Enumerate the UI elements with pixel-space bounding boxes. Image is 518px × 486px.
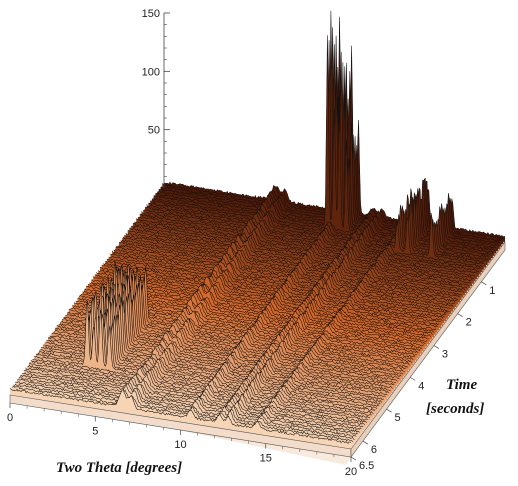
trace-line: [141, 211, 483, 268]
trace-line: [20, 374, 362, 430]
y-axis-tick: [386, 408, 392, 413]
trace-line: [130, 225, 473, 282]
trace-line: [28, 362, 371, 419]
x-axis-tick-label: 15: [260, 453, 272, 465]
trace-line: [110, 253, 452, 309]
trace-line: [103, 263, 445, 319]
y-axis-tick: [433, 345, 440, 349]
trace-line: [127, 229, 469, 287]
trace-line: [106, 258, 449, 315]
trace-line: [139, 213, 481, 270]
trace-line: [143, 209, 485, 265]
trace-line: [101, 264, 443, 321]
trace-line: [118, 241, 461, 297]
y-axis-tick: [481, 281, 487, 286]
y-axis-units: [seconds]: [426, 401, 484, 417]
x-axis-tick-label: 20: [345, 466, 357, 478]
trace-line: [15, 381, 357, 437]
y-axis-tick-label: 5: [395, 412, 401, 424]
trace-line: [27, 364, 369, 421]
y-axis-tick-label: 4: [418, 380, 424, 392]
trace-line: [120, 239, 462, 296]
z-axis-tick-label: 150: [142, 8, 160, 20]
trace-line: [122, 236, 464, 293]
trace-line: [11, 385, 353, 443]
trace-line: [25, 367, 367, 424]
trace-line: [117, 244, 459, 301]
y-axis-tick: [350, 456, 357, 461]
trace-line: [30, 360, 372, 416]
trace-line: [94, 274, 437, 331]
trace-line: [18, 376, 360, 433]
x-axis-tick-label: 10: [174, 439, 186, 451]
axes-group: 50 100 150 0 5 10 15 20 1 2 3 4 5 6 6.5: [7, 8, 506, 478]
y-axis-label: Time: [446, 377, 477, 393]
trace-line: [32, 358, 374, 415]
trace-line: [96, 272, 438, 328]
trace-line: [124, 235, 466, 291]
trace-line: [23, 369, 366, 426]
side-wall: [350, 241, 506, 458]
trace-line: [136, 218, 478, 274]
y-axis-tick: [457, 313, 463, 317]
trace-line: [105, 260, 447, 316]
z-axis-tick-label: 100: [142, 66, 160, 78]
y-axis-tick-label: 6.5: [359, 460, 374, 472]
trace-line: [113, 248, 455, 305]
x-axis-label: Two Theta [degrees]: [56, 460, 182, 476]
trace-line: [99, 266, 442, 322]
trace-line: [34, 300, 376, 411]
trace-line: [21, 372, 364, 428]
y-axis-tick: [362, 440, 369, 445]
trace-line: [98, 269, 440, 326]
y-axis-tick-label: 1: [489, 285, 495, 297]
trace-line: [137, 216, 480, 273]
trace-line: [129, 227, 471, 284]
y-axis-tick-label: 2: [466, 317, 472, 329]
trace-line: [134, 221, 476, 277]
trace-line: [91, 279, 433, 335]
trace-group: [9, 10, 506, 449]
trace-line: [9, 387, 352, 444]
trace-line: [125, 232, 468, 289]
trace-line: [108, 255, 450, 312]
trace-line: [111, 250, 454, 307]
x-axis-tick-label: 0: [7, 412, 13, 424]
y-axis-tick-label: 6: [371, 444, 377, 456]
y-axis-tick: [410, 377, 416, 381]
trace-line: [16, 379, 359, 435]
x-axis-tick-label: 5: [92, 426, 98, 438]
trace-line: [132, 222, 475, 280]
trace-line: [13, 383, 355, 440]
z-axis-tick-label: 50: [148, 125, 160, 137]
y-axis-tick-label: 3: [442, 349, 448, 361]
trace-line: [115, 246, 457, 303]
trace-line: [92, 276, 435, 333]
